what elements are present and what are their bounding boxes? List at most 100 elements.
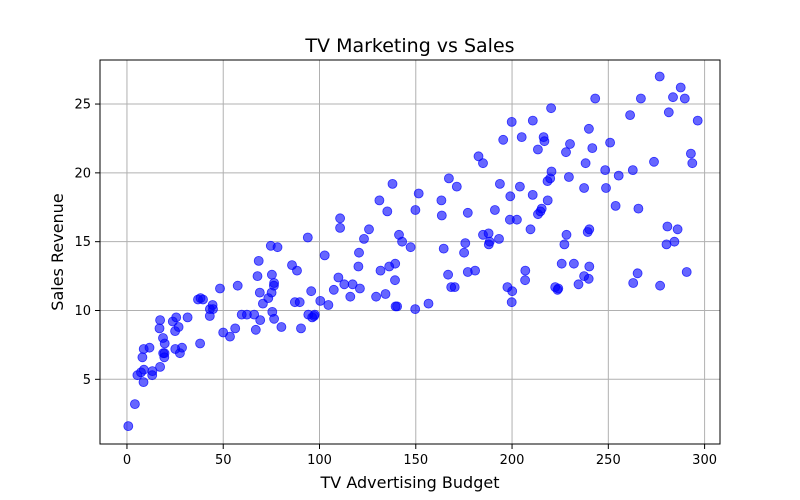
data-point [506, 117, 517, 127]
data-point [252, 271, 263, 282]
data-point [460, 238, 471, 249]
data-point [681, 267, 692, 277]
data-point [129, 399, 140, 410]
data-point [686, 148, 696, 159]
data-point [539, 136, 550, 147]
data-point [123, 421, 134, 432]
y-tick-label: 20 [74, 166, 91, 181]
data-point [633, 203, 644, 214]
data-point [319, 250, 330, 261]
data-point [506, 297, 517, 308]
data-point [333, 272, 344, 283]
data-point [302, 232, 313, 243]
data-point [584, 261, 595, 272]
data-point [359, 233, 369, 244]
data-point [292, 265, 302, 276]
data-point [542, 195, 553, 206]
data-point [473, 151, 484, 162]
x-tick-label: 200 [500, 453, 525, 468]
data-point [565, 139, 575, 149]
data-point [413, 188, 424, 199]
data-point [225, 331, 235, 342]
data-point [649, 156, 659, 167]
data-point [309, 309, 320, 320]
data-point [339, 279, 350, 290]
data-point [232, 280, 243, 291]
y-tick-label: 5 [83, 373, 91, 388]
data-point [230, 323, 241, 334]
data-point [371, 291, 382, 302]
y-tick-label: 15 [74, 235, 91, 250]
data-point [580, 158, 591, 169]
data-point [296, 323, 306, 334]
data-point [323, 300, 334, 310]
data-point [159, 348, 170, 359]
data-point [687, 158, 698, 169]
data-point [462, 207, 473, 218]
data-point [438, 243, 449, 254]
data-point [553, 283, 564, 294]
data-point [590, 93, 601, 104]
data-point [605, 137, 615, 148]
data-point [443, 269, 454, 280]
data-point [483, 228, 494, 239]
data-point [423, 298, 434, 309]
data-point [173, 322, 184, 332]
data-point [546, 166, 557, 177]
data-point [516, 132, 527, 143]
x-axis-label: TV Advertising Budget [320, 473, 500, 492]
data-point [405, 242, 416, 253]
data-point [632, 268, 643, 279]
data-point [613, 170, 624, 181]
data-point [494, 233, 504, 244]
data-point [655, 280, 665, 291]
data-point [610, 200, 621, 211]
data-point [443, 173, 454, 184]
scatter-points [123, 71, 703, 432]
data-point [269, 278, 280, 288]
data-point [155, 361, 166, 372]
data-point [250, 324, 261, 335]
data-point [505, 191, 516, 202]
data-point [692, 115, 703, 126]
plot-frame [99, 59, 721, 445]
data-point [159, 338, 170, 349]
data-point [208, 304, 218, 315]
data-point [536, 203, 547, 214]
data-point [669, 236, 680, 247]
data-point [354, 283, 365, 294]
data-point [498, 134, 509, 145]
data-point [559, 239, 570, 250]
data-point [451, 181, 462, 192]
data-point [436, 210, 447, 221]
data-point [600, 165, 611, 176]
data-point [672, 224, 683, 235]
data-point [525, 224, 536, 235]
data-point [494, 178, 505, 189]
data-point [138, 377, 149, 388]
data-point [668, 92, 678, 103]
data-point [489, 205, 500, 215]
data-point [392, 301, 403, 312]
data-point [663, 107, 674, 118]
data-point [520, 275, 530, 286]
data-point [584, 123, 594, 134]
data-point [459, 247, 470, 258]
x-axis-ticks: 0 50 100 150 200 250 300 [123, 444, 717, 468]
x-tick-label: 300 [692, 453, 717, 468]
data-point [335, 222, 346, 233]
data-point [345, 291, 356, 302]
data-point [390, 258, 401, 269]
y-tick-label: 25 [74, 98, 91, 113]
data-point [569, 258, 579, 269]
data-point [470, 265, 481, 276]
data-point [155, 315, 166, 326]
data-point [679, 93, 690, 104]
data-point [315, 295, 326, 306]
data-point [198, 294, 208, 305]
data-point [583, 273, 594, 284]
data-point [584, 224, 595, 235]
data-point [520, 265, 531, 276]
data-point [527, 189, 538, 200]
